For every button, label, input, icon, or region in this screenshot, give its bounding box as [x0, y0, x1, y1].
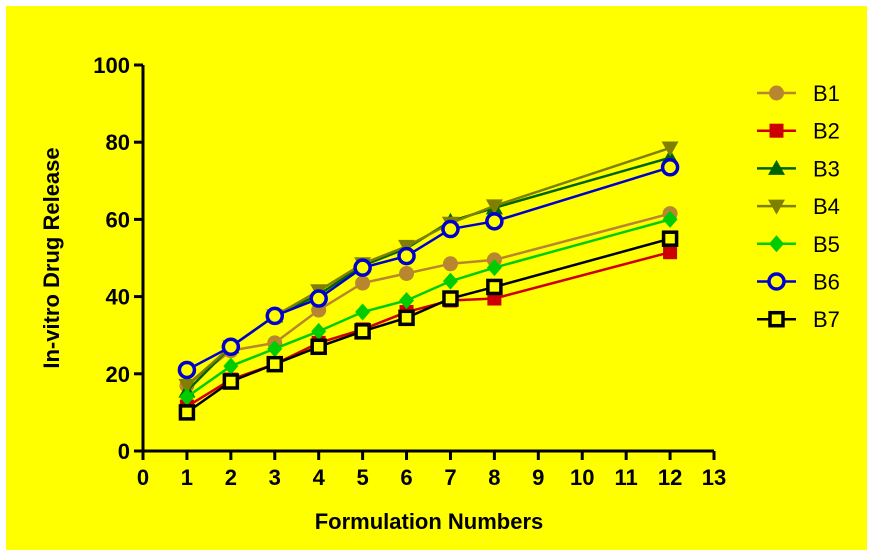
- plot-area: [177, 141, 680, 421]
- x-tick-label: 5: [356, 465, 368, 490]
- x-tick-label: 13: [702, 465, 726, 490]
- data-point: [442, 290, 459, 307]
- data-point: [486, 259, 502, 277]
- data-point: [265, 306, 285, 326]
- data-point: [178, 378, 196, 394]
- data-point: [310, 338, 327, 356]
- legend-item-b7: B7: [757, 307, 840, 332]
- legend-item-b5: B5: [757, 232, 840, 257]
- legend-item-b4: B4: [757, 194, 840, 219]
- data-point: [398, 309, 415, 327]
- series-b6: [177, 158, 680, 380]
- series-line: [186, 156, 671, 393]
- legend-label: B6: [813, 270, 840, 295]
- legend-marker: [768, 199, 785, 215]
- x-tick-label: 9: [532, 465, 544, 490]
- data-point: [442, 256, 458, 272]
- x-tick-label: 6: [400, 465, 412, 490]
- x-tick-label: 7: [444, 465, 456, 490]
- chart-background: [6, 6, 867, 550]
- data-point: [178, 404, 196, 421]
- y-tick-label: 40: [106, 285, 130, 310]
- y-tick-label: 60: [106, 207, 130, 232]
- data-point: [267, 340, 283, 358]
- legend-label: B7: [813, 307, 840, 332]
- data-point: [486, 278, 503, 296]
- y-tick-label: 100: [93, 53, 130, 78]
- y-axis-title: In-vitro Drug Release: [39, 147, 64, 368]
- data-point: [661, 141, 679, 157]
- x-tick-label: 2: [225, 465, 237, 490]
- data-point: [441, 219, 460, 239]
- data-point: [662, 210, 678, 228]
- y-tick-label: 80: [106, 130, 130, 155]
- x-tick-label: 12: [658, 465, 682, 490]
- x-tick-label: 11: [615, 465, 638, 490]
- data-point: [663, 245, 678, 260]
- legend-marker: [769, 235, 784, 253]
- data-point: [222, 373, 240, 390]
- data-point: [397, 246, 416, 266]
- x-tick-label: 10: [570, 465, 594, 490]
- data-point: [485, 212, 504, 231]
- series-b5: [179, 210, 678, 406]
- series-b3: [178, 149, 679, 398]
- data-point: [399, 265, 415, 281]
- y-tick-label: 20: [106, 362, 130, 387]
- data-point: [223, 357, 239, 375]
- legend-marker: [769, 85, 784, 101]
- data-point: [309, 289, 328, 308]
- x-tick-label: 8: [488, 465, 500, 490]
- data-point: [353, 258, 372, 277]
- data-point: [485, 199, 503, 215]
- data-point: [221, 337, 241, 357]
- legend-label: B3: [813, 156, 840, 181]
- data-point: [179, 388, 195, 406]
- legend: B1 B2 B3 B4 B5 B6 B7: [757, 81, 840, 332]
- data-point: [442, 272, 458, 290]
- data-point: [354, 323, 371, 340]
- series-line: [186, 146, 671, 387]
- legend-item-b6: B6: [757, 270, 840, 295]
- x-tick-label: 1: [181, 465, 193, 490]
- legend-marker: [768, 310, 785, 328]
- legend-label: B5: [813, 232, 840, 257]
- series-b7: [178, 230, 679, 421]
- legend-label: B2: [813, 119, 840, 144]
- data-point: [177, 360, 197, 380]
- legend-item-b1: B1: [757, 81, 840, 106]
- x-tick-label: 3: [269, 465, 281, 490]
- series-line: [186, 251, 671, 408]
- legend-marker: [767, 272, 786, 291]
- data-point: [266, 355, 284, 373]
- legend-marker: [768, 159, 785, 175]
- data-point: [355, 303, 371, 321]
- data-point: [660, 158, 680, 177]
- data-point: [399, 291, 415, 309]
- data-point: [311, 322, 327, 340]
- y-tick-label: 0: [118, 439, 130, 464]
- legend-item-b3: B3: [757, 156, 840, 181]
- x-tick-label: 0: [137, 465, 149, 490]
- data-point: [661, 230, 679, 247]
- legend-label: B1: [813, 81, 840, 106]
- data-point: [355, 275, 371, 291]
- legend-marker: [769, 123, 784, 138]
- legend-item-b2: B2: [757, 119, 840, 144]
- x-tick-label: 4: [313, 465, 326, 490]
- legend-label: B4: [813, 194, 840, 219]
- x-axis-title: Formulation Numbers: [315, 509, 544, 534]
